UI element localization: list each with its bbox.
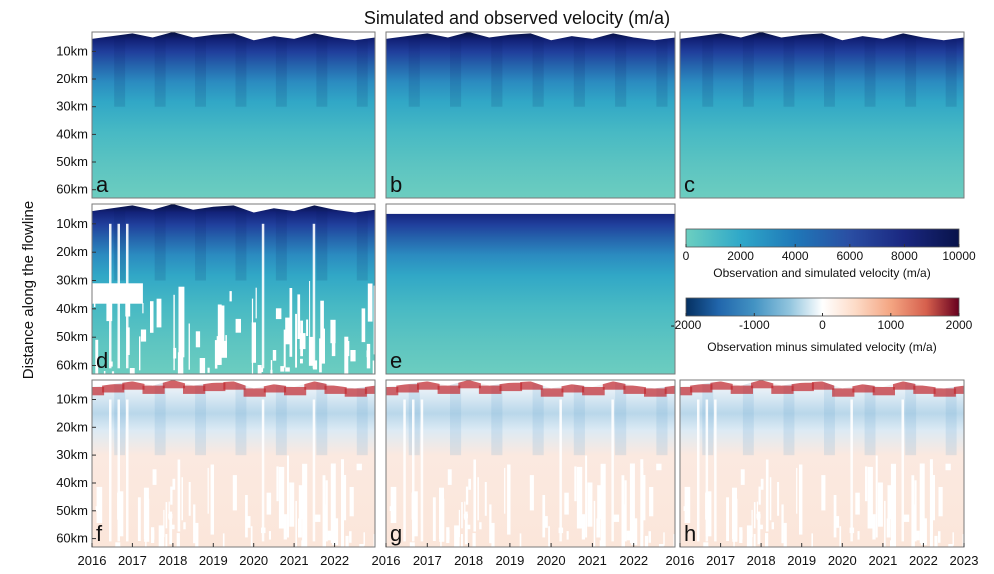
y-tick-labels: 10km 20km 30km 40km 50km 60km 10km 20km 30km 40km… [56,43,96,546]
y-axis-label: Distance along the flowline [20,201,37,379]
y-tick-label-row2-40km: 40km [56,301,88,316]
panel-label-a: a [96,172,109,197]
panel-c-field [680,32,964,198]
difference-colorbar-label: Observation minus simulated velocity (m/… [707,340,936,354]
x-tick-label-col1-2019: 2019 [199,553,228,568]
colorbar-tick-velocity-0: 0 [683,249,690,263]
x-tick-label-col2-2020: 2020 [537,553,566,568]
x-tick-label-col2-2016: 2016 [372,553,401,568]
velocity-colorbar-scale [685,228,960,248]
panel-label-c: c [684,172,695,197]
panel-g: g [385,379,676,548]
x-tick-label-col2-2021: 2021 [578,553,607,568]
panel-e-field [386,204,675,374]
colorbar-tick-difference-0: 0 [819,318,826,332]
x-tick-labels: 2016 2017 2018 2019 2020 2021 2022 2016 2017 2018… [78,543,979,568]
x-tick-label-col3-2019: 2019 [787,553,816,568]
x-tick-label-col1-2020: 2020 [239,553,268,568]
y-tick-label-row1-50km: 50km [56,154,88,169]
colorbar-tick-difference-2000: 2000 [946,318,973,332]
y-tick-label-row1-10km: 10km [56,43,88,58]
y-tick-label-row2-50km: 50km [56,329,88,344]
panel-e: e [385,203,676,375]
x-tick-label-col3-2017: 2017 [706,553,735,568]
panel-label-b: b [390,172,402,197]
y-tick-label-row1-20km: 20km [56,71,88,86]
panel-label-d: d [96,348,108,373]
panel-label-f: f [96,521,103,546]
y-tick-label-row1-40km: 40km [56,126,88,141]
panel-label-g: g [390,521,402,546]
colorbar-tick-velocity-10000: 10000 [942,249,976,263]
difference-colorbar: -2000 -1000 0 1000 2000 Observation minus si… [671,297,973,354]
panel-h: h [679,379,965,548]
panel-b: b [385,31,676,199]
colorbar-tick-difference-1000: 1000 [877,318,904,332]
velocity-colorbar-label: Observation and simulated velocity (m/a) [713,266,930,280]
panel-d: d [91,203,376,375]
colorbar-tick-velocity-8000: 8000 [891,249,918,263]
panel-a: a [91,31,376,199]
x-tick-label-col2-2019: 2019 [495,553,524,568]
x-tick-label-col3-2023: 2023 [950,553,979,568]
y-tick-label-row1-30km: 30km [56,99,88,114]
x-tick-label-col1-2021: 2021 [280,553,309,568]
y-tick-label-row3-20km: 20km [56,419,88,434]
colorbar-tick-velocity-6000: 6000 [836,249,863,263]
panel-f: f [91,379,376,548]
colorbar-tick-difference--1000: -1000 [739,318,770,332]
x-tick-label-col2-2018: 2018 [454,553,483,568]
colorbar-tick-difference--2000: -2000 [671,318,702,332]
velocity-colorbar-ticks: 0 2000 4000 6000 8000 10000 [683,244,976,263]
panel-label-h: h [684,521,696,546]
x-tick-label-col3-2016: 2016 [666,553,695,568]
y-tick-label-row2-20km: 20km [56,244,88,259]
y-tick-label-row3-60km: 60km [56,531,88,546]
panel-c: c [679,31,965,199]
y-tick-label-row3-30km: 30km [56,447,88,462]
x-tick-label-col1-2018: 2018 [158,553,187,568]
x-tick-label-col3-2022: 2022 [909,553,938,568]
y-tick-label-row2-10km: 10km [56,216,88,231]
panel-b-field [386,32,675,198]
y-tick-label-row1-60km: 60km [56,182,88,197]
y-tick-label-row3-50km: 50km [56,503,88,518]
x-tick-label-col2-2022: 2022 [619,553,648,568]
y-tick-label-row3-40km: 40km [56,475,88,490]
x-tick-label-col1-2022: 2022 [320,553,349,568]
panels-layer: a b c d e f g h [91,31,965,548]
colorbar-tick-velocity-2000: 2000 [727,249,754,263]
x-tick-label-col3-2020: 2020 [828,553,857,568]
figure-title: Simulated and observed velocity (m/a) [364,8,670,28]
x-tick-label-col3-2018: 2018 [747,553,776,568]
panel-a-field [92,32,375,198]
x-tick-label-col1-2017: 2017 [118,553,147,568]
x-tick-label-col2-2017: 2017 [413,553,442,568]
x-tick-label-col1-2016: 2016 [78,553,107,568]
y-tick-label-row2-30km: 30km [56,273,88,288]
y-tick-label-row2-60km: 60km [56,358,88,373]
x-tick-label-col3-2021: 2021 [868,553,897,568]
difference-colorbar-ticks: -2000 -1000 0 1000 2000 [671,313,973,332]
velocity-colorbar: 0 2000 4000 6000 8000 10000 Observation and s… [683,228,976,280]
y-tick-label-row3-10km: 10km [56,392,88,407]
panel-label-e: e [390,348,402,373]
colorbar-tick-velocity-4000: 4000 [782,249,809,263]
